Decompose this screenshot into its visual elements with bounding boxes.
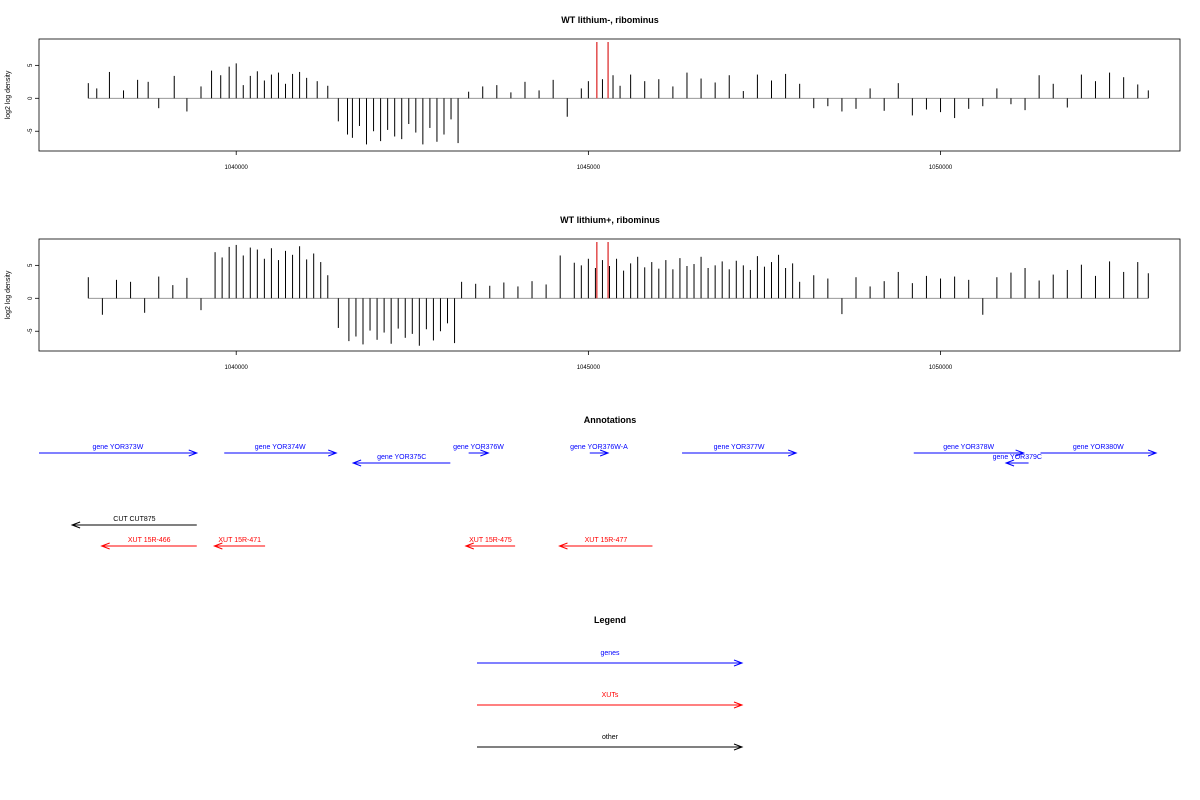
legend-arrow-arrowhead — [733, 659, 744, 667]
legend: Legend genes XUTs other — [477, 615, 744, 751]
legend-title: Legend — [594, 615, 626, 625]
annotation-label: CUT CUT875 — [113, 516, 155, 523]
y-axis-label: log2 log density — [5, 70, 12, 119]
x-tick-label: 1040000 — [225, 365, 249, 371]
annotation-arrow-arrowhead — [328, 449, 338, 457]
legend-arrow-arrowhead — [733, 701, 744, 709]
annotation-arrow-arrowhead — [464, 542, 474, 550]
annotation-arrow-arrowhead — [100, 542, 110, 550]
x-tick-label: 1050000 — [929, 165, 953, 171]
annotation-label: gene YOR376W — [453, 444, 504, 451]
plot-frame — [38, 38, 1181, 152]
annotation-arrow-arrowhead — [599, 449, 610, 457]
annotation-arrow-arrowhead — [188, 449, 199, 457]
legend-label: genes — [600, 650, 620, 657]
x-tick-label: 1045000 — [577, 165, 601, 171]
x-tick-label: 1040000 — [225, 165, 249, 171]
annotation-label: gene YOR380W — [1073, 444, 1124, 451]
annotations-track: Annotations gene YOR373W gene YOR374W gene… — [39, 415, 1158, 550]
annotation-label: gene YOR379C — [993, 454, 1042, 461]
plot-frame — [38, 238, 1181, 352]
y-tick-label: -5 — [28, 128, 34, 134]
annotation-arrow-arrowhead — [212, 542, 223, 550]
annotation-arrow-arrowhead — [70, 521, 81, 529]
panel-lithium-plus: WT lithium+, ribominus log2 log density … — [5, 215, 1181, 371]
annotation-label: gene YOR374W — [255, 444, 306, 451]
panel-title: WT lithium-, ribominus — [561, 15, 659, 25]
annotation-label: gene YOR373W — [92, 444, 143, 451]
y-axis-label: log2 log density — [5, 270, 12, 319]
legend-label: XUTs — [602, 692, 619, 699]
annotation-arrow-arrowhead — [1015, 449, 1026, 457]
legend-arrow-arrowhead — [733, 743, 744, 751]
annotation-label: XUT 15R-466 — [128, 537, 171, 544]
annotation-label: XUT 15R-471 — [218, 537, 261, 544]
annotations-title: Annotations — [584, 415, 637, 425]
panel-lithium-minus: WT lithium-, ribominus log2 log density … — [5, 15, 1181, 171]
y-tick-label: 0 — [28, 296, 34, 300]
annotation-label: gene YOR377W — [714, 444, 765, 451]
annotation-label: gene YOR378W — [943, 444, 994, 451]
legend-label: other — [602, 734, 619, 741]
annotation-arrow-arrowhead — [1147, 449, 1158, 457]
panel-title: WT lithium+, ribominus — [560, 215, 660, 225]
annotation-label: XUT 15R-477 — [585, 537, 628, 544]
annotation-arrow-arrowhead — [558, 542, 568, 550]
annotation-label: gene YOR375C — [377, 454, 426, 461]
annotation-label: XUT 15R-475 — [469, 537, 512, 544]
annotation-arrow-arrowhead — [480, 449, 490, 457]
y-tick-label: 0 — [28, 96, 34, 100]
annotation-arrow-arrowhead — [351, 459, 362, 467]
y-tick-label: -5 — [28, 328, 34, 334]
annotation-label: gene YOR376W-A — [570, 444, 628, 451]
x-tick-label: 1050000 — [929, 365, 953, 371]
annotation-arrow-arrowhead — [787, 449, 798, 457]
annotation-arrow-arrowhead — [1004, 459, 1015, 467]
y-tick-label: 5 — [28, 263, 34, 267]
y-tick-label: 5 — [28, 63, 34, 67]
x-tick-label: 1045000 — [577, 365, 601, 371]
